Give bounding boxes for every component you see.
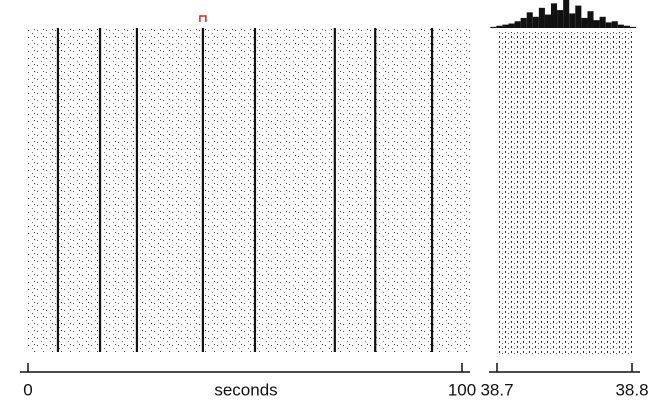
histogram-bar (575, 5, 582, 28)
histogram-bar (520, 17, 527, 28)
raster-texture (28, 28, 470, 352)
histogram-bar (508, 23, 515, 28)
histogram-bar (629, 26, 637, 28)
histogram-bar (569, 13, 576, 28)
x-axis-label: seconds (214, 380, 277, 399)
histogram-bar (581, 17, 588, 28)
histogram-bar (496, 25, 503, 28)
histogram-bar (611, 21, 618, 28)
x-tick-label: 100 (448, 380, 476, 399)
histogram-bar (490, 26, 497, 28)
histogram-bar (593, 20, 600, 28)
histogram-bar (551, 3, 558, 28)
histogram-bar (599, 16, 606, 28)
histogram-bar (617, 24, 624, 28)
histogram-bar (563, 0, 570, 28)
x-tick-label: 0 (23, 380, 32, 399)
histogram-bar (587, 11, 594, 28)
histogram-bar (623, 25, 630, 28)
histogram-bar (605, 22, 612, 28)
x-tick-label: 38.8 (615, 380, 648, 399)
histogram-bar (526, 12, 533, 28)
zoom-raster-texture (497, 32, 632, 355)
histogram-bar (502, 24, 509, 28)
histogram-bar (532, 16, 539, 28)
zoom-marker (199, 15, 207, 22)
histogram-bar (538, 7, 545, 28)
histogram-bar (557, 10, 564, 28)
x-tick-label: 38.7 (480, 380, 513, 399)
histogram-bar (514, 21, 521, 28)
histogram-bar (544, 14, 551, 28)
